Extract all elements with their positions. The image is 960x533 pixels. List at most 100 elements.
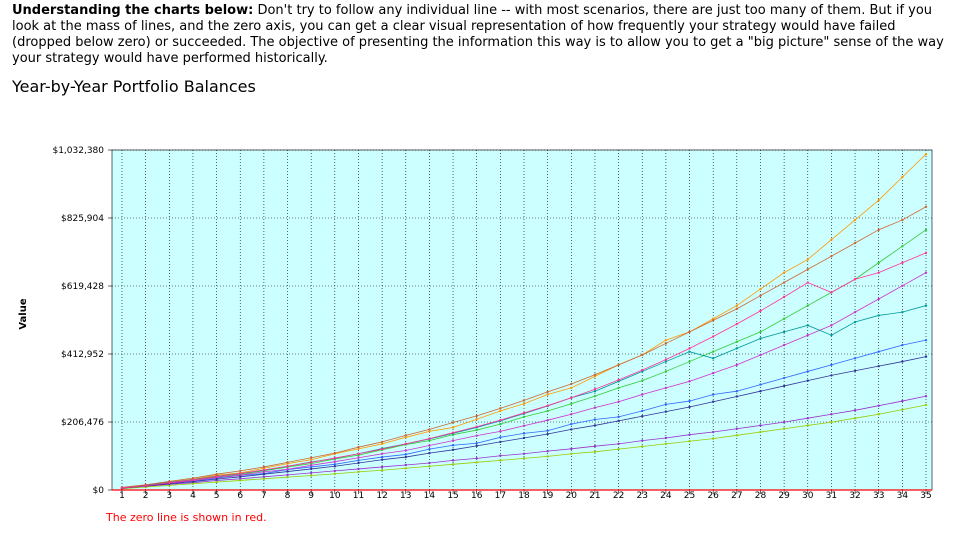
data-point [830, 324, 833, 327]
data-point [688, 399, 691, 403]
data-point [499, 454, 502, 457]
data-point [593, 406, 597, 409]
x-tick-label: 6 [237, 491, 243, 501]
data-point [404, 436, 407, 439]
data-point [451, 431, 455, 434]
data-point [711, 350, 715, 353]
data-point [309, 458, 313, 461]
data-point [641, 409, 644, 413]
x-tick-label: 16 [471, 491, 483, 501]
data-point [688, 380, 691, 383]
data-point [806, 417, 809, 420]
data-point [404, 449, 407, 452]
data-point [570, 402, 573, 405]
x-tick-label: 20 [566, 491, 578, 501]
data-point [877, 404, 880, 407]
data-point [593, 394, 597, 398]
data-point [239, 475, 242, 479]
data-point [451, 463, 455, 466]
data-point [664, 358, 668, 361]
data-point [215, 475, 218, 478]
data-point [759, 389, 762, 393]
data-point [357, 467, 360, 471]
data-point [782, 330, 786, 334]
data-point [711, 400, 715, 403]
data-point [901, 261, 904, 264]
x-tick-label: 28 [755, 491, 767, 501]
data-point [782, 420, 786, 424]
data-point [759, 430, 762, 434]
data-point [404, 453, 407, 456]
data-point [215, 480, 218, 484]
data-point [286, 473, 289, 477]
data-point [877, 350, 880, 353]
data-point [357, 456, 360, 459]
data-point [735, 363, 739, 367]
data-point [191, 478, 195, 481]
data-point [428, 447, 431, 451]
data-point [380, 452, 384, 455]
data-point [380, 440, 384, 444]
data-point [522, 436, 526, 440]
data-point [380, 455, 384, 459]
intro: Understanding the charts below: Don't tr… [12, 3, 952, 67]
data-point [428, 451, 431, 455]
data-point [924, 338, 928, 342]
x-tick-label: 15 [447, 491, 458, 501]
data-point [924, 152, 928, 156]
data-point [380, 458, 384, 461]
data-point [617, 415, 620, 419]
data-point [688, 347, 691, 350]
data-point [735, 304, 739, 307]
data-point [333, 463, 337, 466]
data-point [711, 335, 715, 338]
data-point [357, 447, 360, 451]
data-point [475, 442, 478, 445]
data-point [309, 474, 313, 477]
x-tick-label: 30 [802, 491, 814, 501]
x-tick-label: 21 [589, 491, 600, 501]
data-point [451, 426, 455, 429]
data-point [239, 479, 242, 482]
data-point [877, 364, 880, 368]
data-point [901, 310, 904, 314]
data-point [239, 469, 242, 473]
data-point [475, 428, 478, 432]
data-point [924, 394, 928, 398]
data-point [593, 424, 597, 427]
data-point [641, 379, 644, 382]
data-point [877, 261, 880, 264]
data-point [759, 330, 762, 334]
data-point [546, 409, 549, 413]
data-point [499, 418, 502, 422]
data-point [309, 467, 313, 471]
data-point [309, 471, 313, 475]
data-point [451, 421, 455, 424]
x-tick-label: 26 [707, 491, 719, 501]
data-point [830, 238, 833, 241]
chart-note: The zero line is shown in red. [105, 511, 267, 524]
x-tick-label: 29 [778, 491, 790, 501]
data-point [262, 477, 266, 481]
data-point [782, 271, 786, 274]
data-point [570, 413, 573, 416]
data-point [924, 271, 928, 274]
data-point [711, 437, 715, 440]
data-point [782, 295, 786, 299]
data-point [830, 334, 833, 337]
data-point [546, 455, 549, 458]
data-point [475, 425, 478, 428]
data-point [877, 228, 880, 232]
data-point [357, 470, 360, 474]
data-point [309, 456, 313, 459]
data-point [711, 357, 715, 360]
data-point [806, 304, 809, 307]
x-tick-label: 7 [261, 491, 267, 501]
x-tick-label: 34 [897, 491, 909, 501]
data-point [286, 465, 289, 468]
data-point [806, 424, 809, 427]
data-point [333, 451, 337, 455]
data-point [877, 271, 880, 274]
intro-text: Don't try to follow any individual line … [12, 3, 944, 66]
data-point [759, 353, 762, 357]
